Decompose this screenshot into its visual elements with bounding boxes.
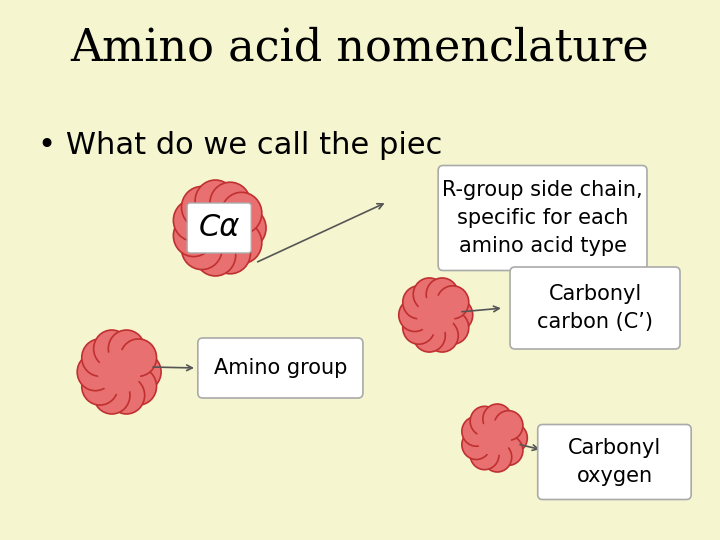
Circle shape	[108, 330, 145, 367]
Circle shape	[494, 436, 523, 465]
Circle shape	[195, 180, 235, 222]
Text: Carbonyl
carbon (C’): Carbonyl carbon (C’)	[537, 284, 653, 332]
Circle shape	[399, 299, 431, 332]
Circle shape	[77, 353, 114, 391]
Circle shape	[195, 203, 243, 253]
Text: Carbonyl
oxygen: Carbonyl oxygen	[568, 438, 661, 486]
Circle shape	[94, 376, 130, 414]
Circle shape	[82, 339, 118, 376]
Circle shape	[125, 353, 161, 391]
Circle shape	[483, 442, 512, 472]
FancyBboxPatch shape	[510, 267, 680, 349]
Circle shape	[417, 295, 455, 334]
Circle shape	[437, 286, 469, 319]
Circle shape	[402, 311, 435, 344]
Circle shape	[94, 330, 130, 367]
Circle shape	[174, 215, 214, 256]
Circle shape	[477, 421, 511, 456]
Text: Amino group: Amino group	[214, 358, 347, 378]
Text: R-group side chain,
specific for each
amino acid type: R-group side chain, specific for each am…	[442, 180, 643, 256]
Circle shape	[498, 423, 527, 453]
Circle shape	[225, 207, 266, 249]
Circle shape	[221, 192, 262, 234]
FancyBboxPatch shape	[187, 203, 251, 253]
Circle shape	[210, 182, 251, 224]
Circle shape	[98, 350, 140, 394]
Circle shape	[470, 406, 499, 436]
Circle shape	[181, 186, 222, 228]
Circle shape	[441, 299, 473, 332]
Circle shape	[483, 404, 512, 434]
Circle shape	[195, 234, 235, 276]
Circle shape	[437, 311, 469, 344]
Circle shape	[108, 376, 145, 414]
Circle shape	[120, 368, 156, 405]
Circle shape	[494, 410, 523, 440]
Circle shape	[82, 368, 118, 405]
Circle shape	[470, 440, 499, 470]
Circle shape	[402, 286, 435, 319]
Circle shape	[426, 319, 458, 352]
Text: Cα: Cα	[199, 213, 240, 242]
Text: Amino acid nomenclature: Amino acid nomenclature	[71, 26, 649, 70]
Circle shape	[413, 319, 445, 352]
Circle shape	[413, 278, 445, 311]
Circle shape	[462, 416, 491, 446]
Circle shape	[426, 278, 458, 311]
Circle shape	[210, 232, 251, 274]
Circle shape	[221, 222, 262, 264]
Circle shape	[120, 339, 156, 376]
Circle shape	[462, 430, 491, 460]
FancyBboxPatch shape	[438, 165, 647, 271]
FancyBboxPatch shape	[538, 424, 691, 500]
Circle shape	[181, 228, 222, 269]
Text: • What do we call the piec: • What do we call the piec	[37, 131, 442, 159]
FancyBboxPatch shape	[198, 338, 363, 398]
Circle shape	[174, 199, 214, 241]
